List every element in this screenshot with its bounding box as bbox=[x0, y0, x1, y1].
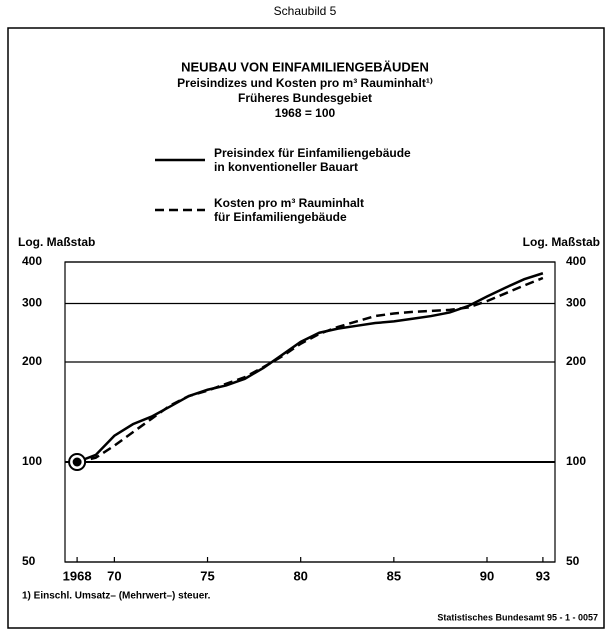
y2-axis-label: Log. Maßstab bbox=[523, 235, 600, 249]
x-tick-label: 1968 bbox=[63, 568, 92, 583]
x-tick-label: 80 bbox=[293, 568, 307, 583]
y-tick-label: 400 bbox=[22, 254, 42, 268]
subtitle: Preisindizes und Kosten pro m³ Rauminhal… bbox=[177, 76, 433, 90]
series-line bbox=[76, 272, 544, 464]
footnote: 1) Einschl. Umsatz– (Mehrwert–) steuer. bbox=[22, 591, 211, 602]
y2-tick-label: 100 bbox=[566, 454, 586, 468]
legend-label: Preisindex für Einfamiliengebäude in kon… bbox=[214, 146, 411, 174]
x-tick-label: 90 bbox=[480, 568, 494, 583]
y2-tick-label: 300 bbox=[566, 296, 586, 310]
start-marker-dot bbox=[72, 457, 82, 467]
subtitle: 1968 = 100 bbox=[275, 106, 336, 120]
subtitle: Früheres Bundesgebiet bbox=[238, 91, 372, 105]
frame bbox=[7, 27, 605, 629]
y2-tick-label: 400 bbox=[566, 254, 586, 268]
x-tick-label: 70 bbox=[107, 568, 121, 583]
x-tick-label: 85 bbox=[387, 568, 401, 583]
y-tick-label: 200 bbox=[22, 354, 42, 368]
x-tick-label: 93 bbox=[536, 568, 550, 583]
chart-title: NEUBAU VON EINFAMILIENGEBÄUDEN bbox=[181, 59, 429, 74]
y2-tick-label: 50 bbox=[566, 554, 580, 568]
y-axis-label: Log. Maßstab bbox=[18, 235, 95, 249]
header: Schaubild 5 bbox=[274, 4, 337, 18]
y-tick-label: 50 bbox=[22, 554, 36, 568]
y2-tick-label: 200 bbox=[566, 354, 586, 368]
y-tick-label: 100 bbox=[22, 454, 42, 468]
plot-frame bbox=[64, 261, 556, 563]
x-tick-label: 75 bbox=[200, 568, 214, 583]
legend-label: Kosten pro m³ Rauminhalt für Einfamilien… bbox=[214, 196, 365, 224]
source: Statistisches Bundesamt 95 - 1 - 0057 bbox=[437, 612, 598, 622]
series-line bbox=[76, 276, 544, 464]
y-tick-label: 300 bbox=[22, 296, 42, 310]
